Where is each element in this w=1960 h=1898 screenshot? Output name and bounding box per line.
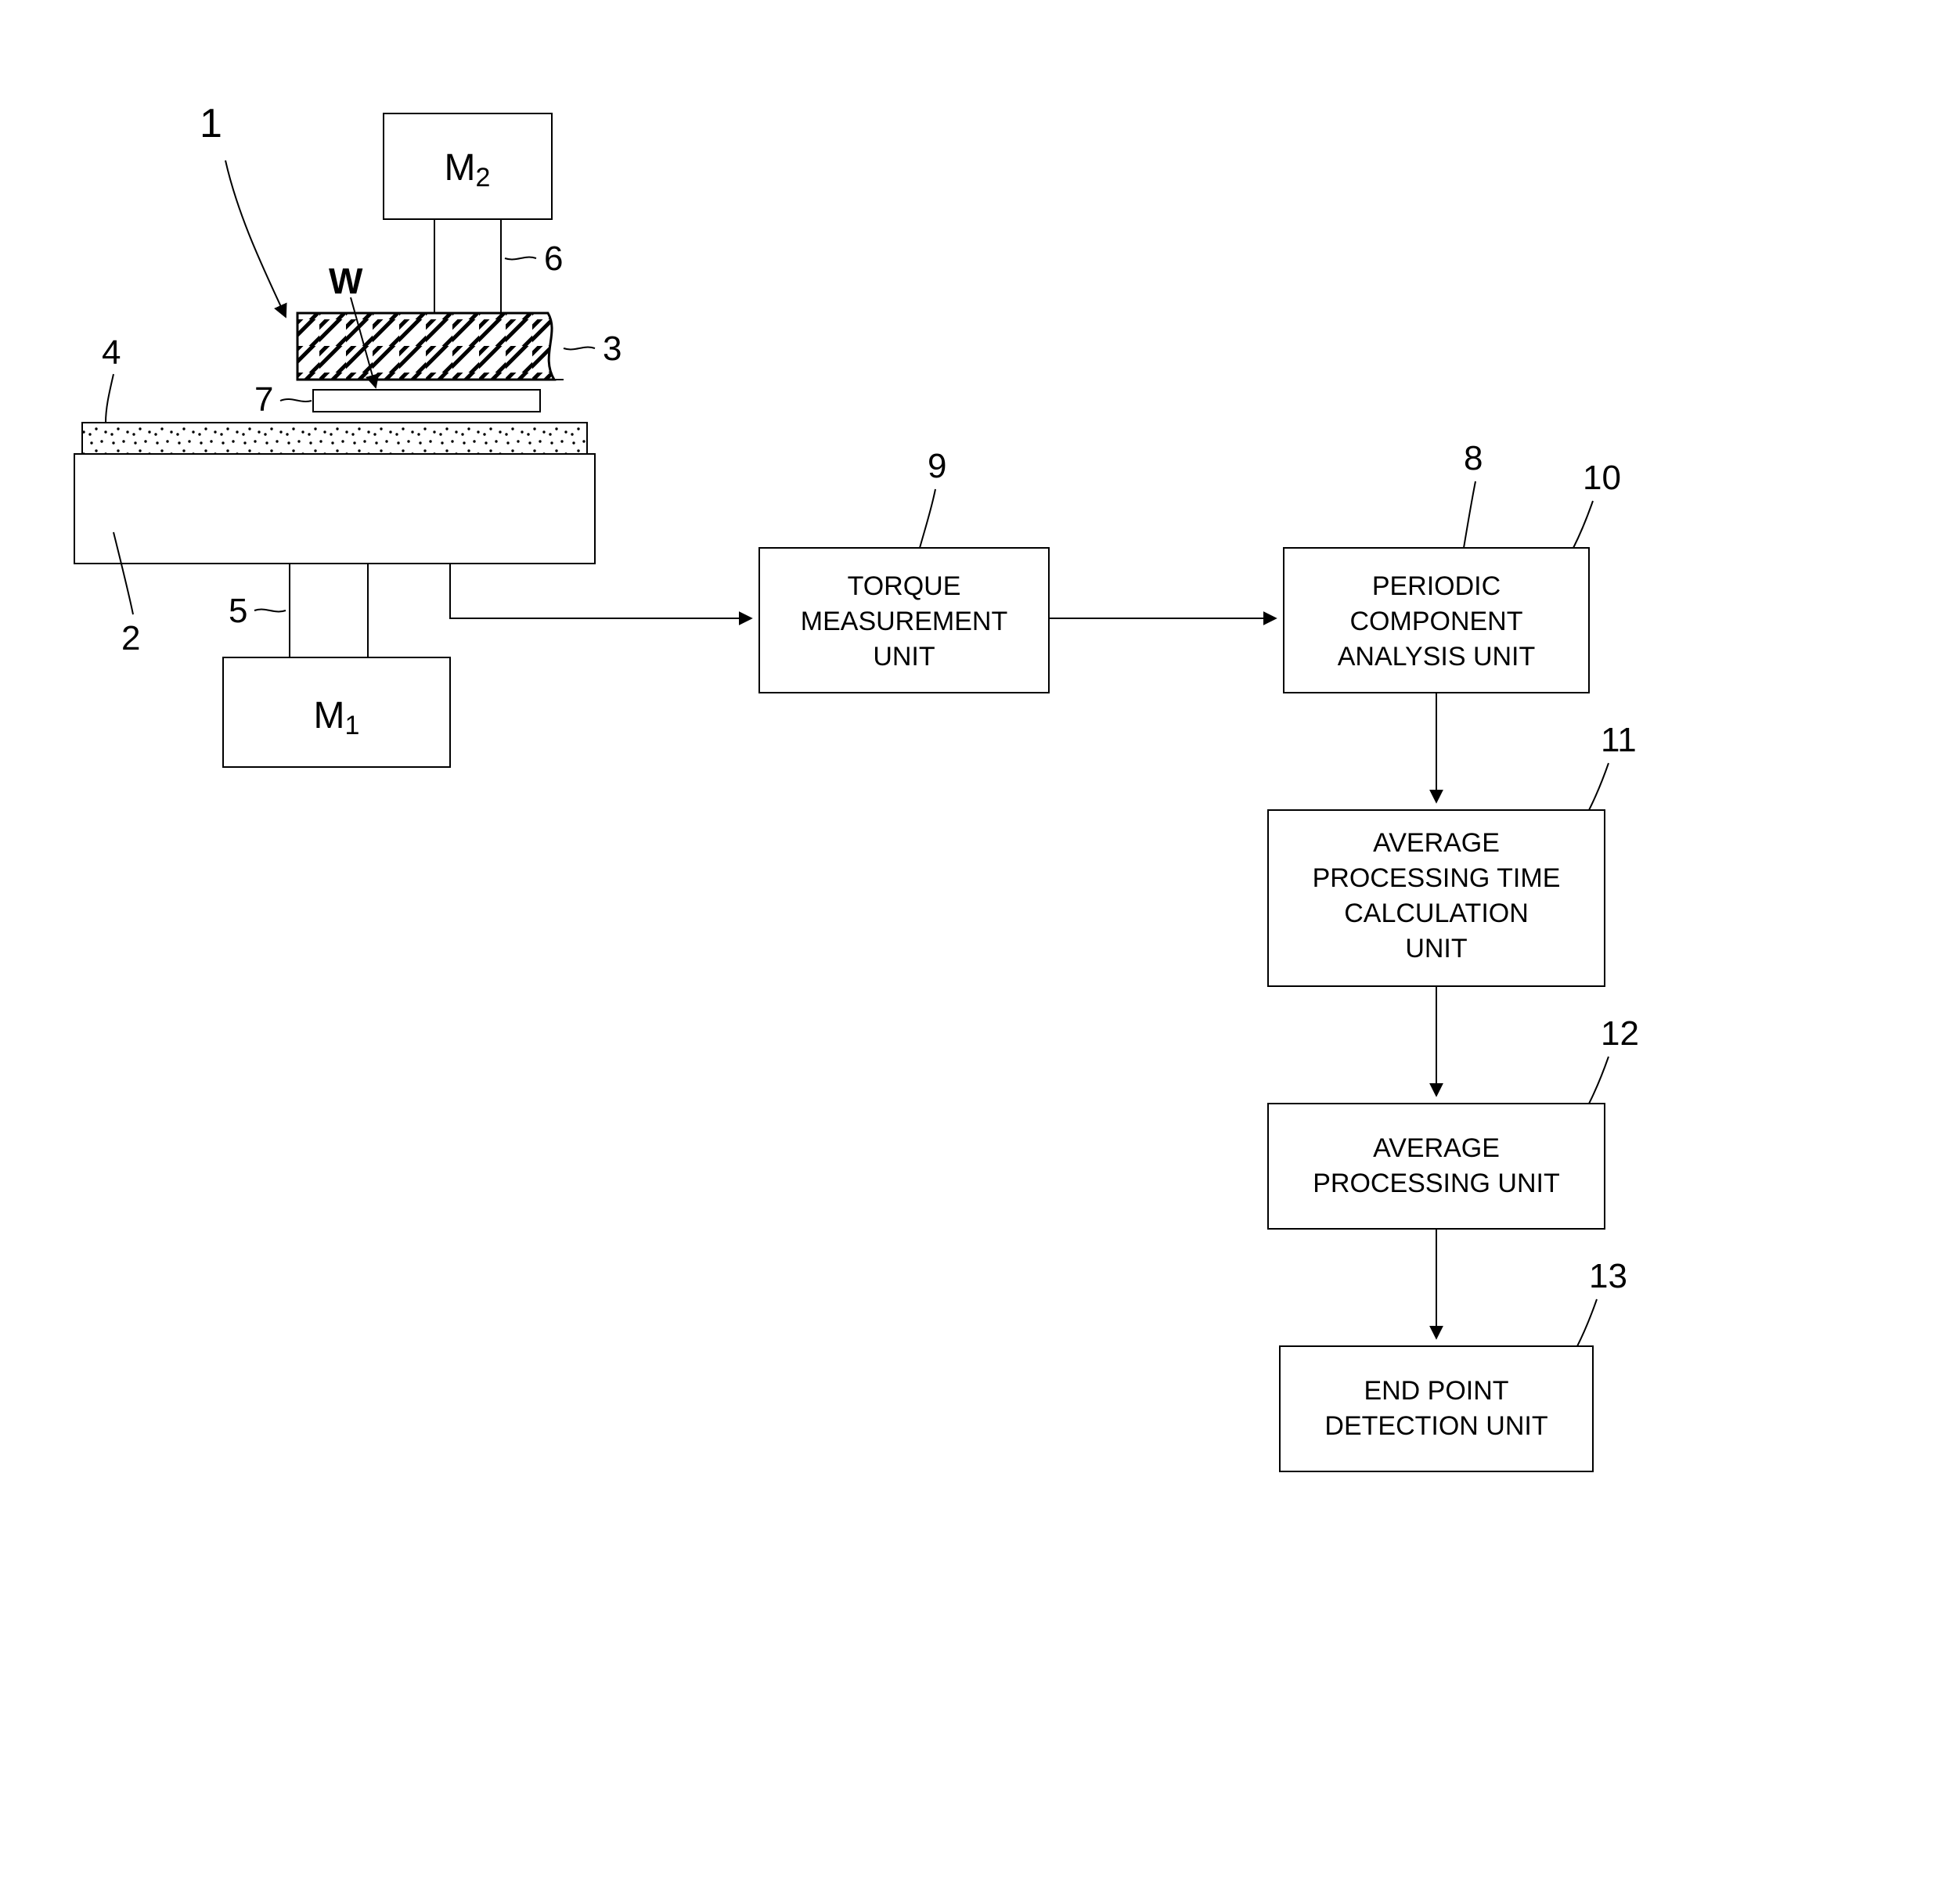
m1-sub: 1 xyxy=(345,711,360,740)
leader-13 xyxy=(1577,1299,1597,1346)
avgproc-l1: AVERAGE xyxy=(1373,1133,1500,1163)
leader-4 xyxy=(106,374,113,423)
ref-label-12: 12 xyxy=(1601,1014,1639,1053)
ref-arrow-1 xyxy=(225,160,286,317)
periodic-l1: PERIODIC xyxy=(1372,571,1501,601)
ref-label-5: 5 xyxy=(229,592,247,630)
leader-8 xyxy=(1464,481,1475,548)
periodic-l2: COMPONENT xyxy=(1350,607,1523,636)
m2-pre: M xyxy=(445,147,476,189)
ref-label-9: 9 xyxy=(928,447,946,485)
ref-label-W: W xyxy=(329,261,363,301)
endpoint-l2: DETECTION UNIT xyxy=(1324,1411,1547,1441)
wafer-7 xyxy=(313,390,540,412)
polishing-head xyxy=(297,313,554,380)
ref-label-11: 11 xyxy=(1601,721,1637,759)
leader-11 xyxy=(1589,763,1609,810)
avgproc-l2: PROCESSING UNIT xyxy=(1313,1169,1559,1198)
leader-10 xyxy=(1573,501,1593,548)
endpoint-l1: END POINT xyxy=(1364,1376,1508,1406)
leader-5 xyxy=(254,610,286,612)
avgtime-l3: CALCULATION xyxy=(1344,899,1529,928)
ref-label-2: 2 xyxy=(121,619,140,657)
torque-l1: TORQUE xyxy=(848,571,961,601)
ref-label-7: 7 xyxy=(254,380,273,419)
platen-2 xyxy=(74,454,595,564)
endpoint-box xyxy=(1280,1346,1593,1471)
leader-12 xyxy=(1589,1057,1609,1104)
arrow-platen-to-torque xyxy=(450,564,751,618)
m1-pre: M xyxy=(314,695,345,737)
ref-label-1: 1 xyxy=(200,101,222,146)
leader-6 xyxy=(505,258,536,260)
torque-l3: UNIT xyxy=(873,642,935,672)
leader-7 xyxy=(280,399,312,402)
leader-3 xyxy=(564,348,595,350)
m2-sub: 2 xyxy=(476,163,491,193)
periodic-l3: ANALYSIS UNIT xyxy=(1338,642,1536,672)
avgproc-box xyxy=(1268,1104,1605,1229)
ref-label-4: 4 xyxy=(102,333,121,372)
avgtime-l2: PROCESSING TIME xyxy=(1313,863,1561,893)
pad-4 xyxy=(82,423,587,454)
leader-9 xyxy=(920,489,935,548)
ref-label-6: 6 xyxy=(544,240,563,278)
torque-l2: MEASUREMENT xyxy=(801,607,1007,636)
ref-label-10: 10 xyxy=(1583,459,1621,497)
ref-label-8: 8 xyxy=(1464,439,1483,477)
ref-label-13: 13 xyxy=(1589,1257,1627,1295)
ref-label-3: 3 xyxy=(603,330,622,368)
avgtime-l4: UNIT xyxy=(1405,934,1467,963)
avgtime-l1: AVERAGE xyxy=(1373,828,1500,858)
